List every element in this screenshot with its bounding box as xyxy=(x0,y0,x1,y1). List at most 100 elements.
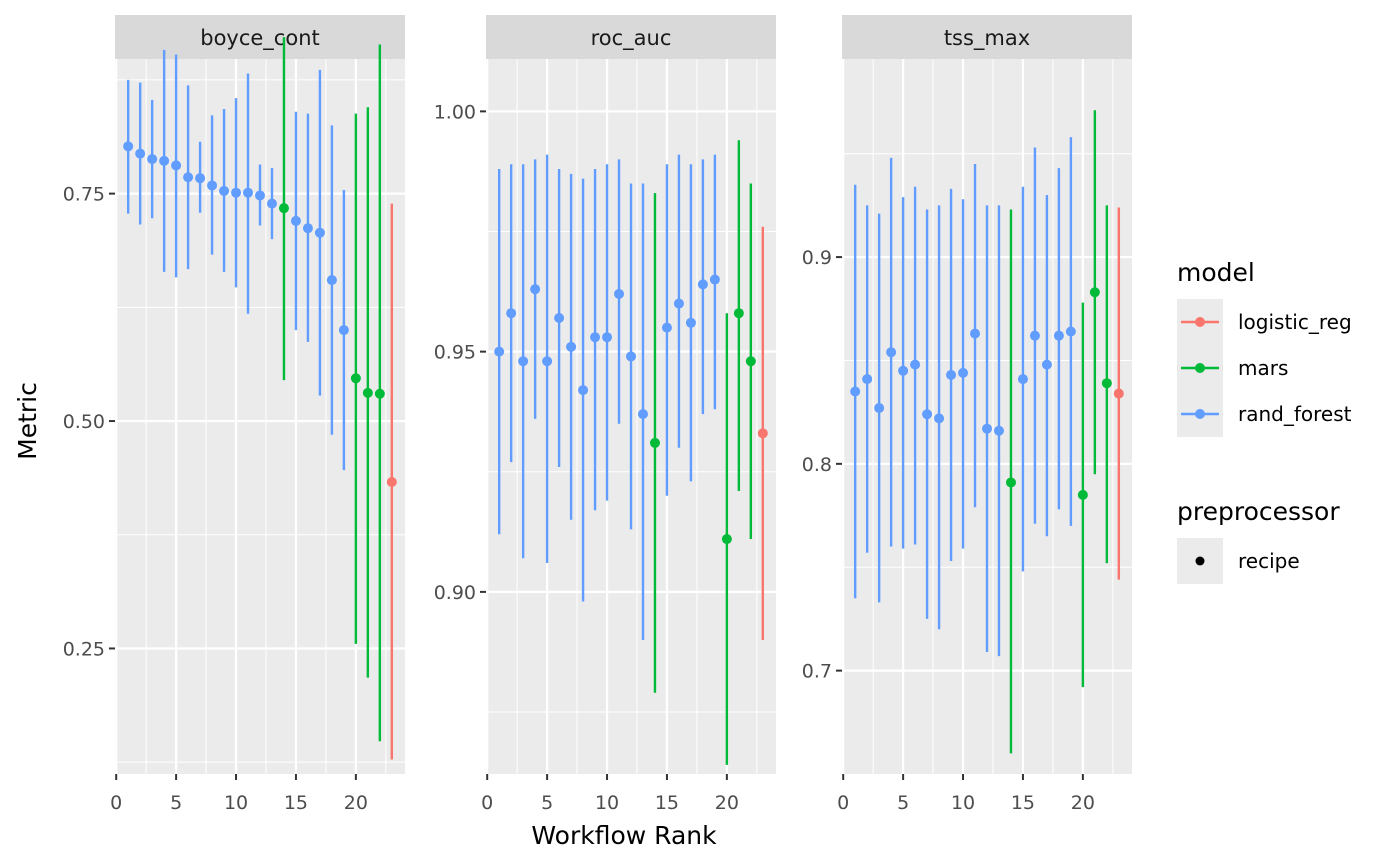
legend-key-point xyxy=(1195,363,1205,373)
mean-point-rank-23 xyxy=(757,428,768,439)
legend-preprocessor-keys: recipe xyxy=(1177,538,1300,584)
mean-point-rank-2 xyxy=(506,308,517,319)
mean-point-rank-8 xyxy=(578,385,589,396)
mean-point-rank-13 xyxy=(266,198,277,209)
x-axis: 0 5 10 15 20 xyxy=(837,774,1095,814)
mean-point-rank-19 xyxy=(338,325,349,336)
legend-title-model: model xyxy=(1177,258,1255,287)
facet-strip xyxy=(842,15,1132,59)
mean-point-rank-4 xyxy=(530,284,541,295)
mean-point-rank-16 xyxy=(673,298,684,309)
mean-point-rank-7 xyxy=(566,341,577,352)
mean-point-rank-21 xyxy=(362,387,373,398)
y-axis: 0.25 0.50 0.75 xyxy=(63,184,115,660)
facet-panel-boyce_cont: boyce_cont 0 5 10 15 20 0.25 0.50 0.75 xyxy=(63,15,405,814)
data-marks xyxy=(494,140,768,765)
mean-point-rank-4 xyxy=(886,347,897,358)
x-tick-label: 5 xyxy=(541,792,553,814)
x-tick-label: 20 xyxy=(1071,792,1095,814)
facet-panel-roc_auc: roc_auc 0 5 10 15 20 0.90 0.95 1.00 xyxy=(434,15,776,814)
mean-point-rank-9 xyxy=(946,369,957,380)
y-tick-label: 0.95 xyxy=(434,342,476,364)
mean-point-rank-1 xyxy=(850,386,861,397)
mean-point-rank-17 xyxy=(685,317,696,328)
mean-point-rank-6 xyxy=(183,172,194,183)
mean-point-rank-14 xyxy=(278,203,289,214)
legend-key-mars: mars xyxy=(1177,345,1288,391)
mean-point-rank-9 xyxy=(219,185,230,196)
mean-point-rank-20 xyxy=(350,373,361,384)
legend-label: logistic_reg xyxy=(1238,310,1352,334)
mean-point-rank-18 xyxy=(697,279,708,290)
mean-point-rank-13 xyxy=(993,425,1004,436)
mean-point-rank-12 xyxy=(982,423,992,434)
mean-point-rank-20 xyxy=(721,534,732,545)
x-tick-label: 0 xyxy=(481,792,493,814)
mean-point-rank-6 xyxy=(554,312,565,323)
x-tick-label: 5 xyxy=(170,792,182,814)
mean-point-rank-7 xyxy=(195,173,206,184)
mean-point-rank-8 xyxy=(934,413,945,424)
mean-point-rank-8 xyxy=(207,180,218,191)
mean-point-rank-10 xyxy=(602,332,613,343)
mean-point-rank-1 xyxy=(123,141,134,152)
mean-point-rank-3 xyxy=(518,356,529,367)
mean-point-rank-5 xyxy=(171,160,182,171)
x-tick-label: 15 xyxy=(655,792,679,814)
mean-point-rank-16 xyxy=(302,223,313,234)
mean-point-rank-1 xyxy=(494,346,505,357)
facet-strip-label: tss_max xyxy=(944,26,1030,51)
mean-point-rank-16 xyxy=(1029,330,1040,341)
mean-point-rank-11 xyxy=(614,288,625,299)
facet-panels: boyce_cont 0 5 10 15 20 0.250.500.75 roc_auc 0 5 1… xyxy=(63,15,1132,814)
mean-point-rank-5 xyxy=(898,365,909,376)
mean-point-rank-15 xyxy=(1017,374,1028,385)
y-axis-title: Metric xyxy=(13,382,42,460)
legend-title-preprocessor: preprocessor xyxy=(1177,497,1340,526)
y-axis: 0.7 0.8 0.9 xyxy=(802,247,842,683)
y-tick-label: 1.00 xyxy=(434,101,476,123)
facet-strip-label: boyce_cont xyxy=(200,26,320,51)
mean-point-rank-11 xyxy=(970,328,981,339)
legend-label: mars xyxy=(1238,356,1288,380)
mean-point-rank-20 xyxy=(1077,489,1088,500)
mean-point-rank-19 xyxy=(709,274,720,285)
y-tick-label: 0.9 xyxy=(802,247,832,269)
mean-point-rank-7 xyxy=(922,409,933,420)
legend-key-recipe: recipe xyxy=(1177,538,1300,584)
x-tick-label: 5 xyxy=(897,792,909,814)
mean-point-rank-12 xyxy=(626,351,636,362)
mean-point-rank-23 xyxy=(1113,388,1124,399)
mean-point-rank-2 xyxy=(862,374,873,385)
facet-strip xyxy=(486,15,776,59)
x-tick-label: 15 xyxy=(284,792,308,814)
mean-point-rank-10 xyxy=(231,187,242,198)
legend-key-point xyxy=(1195,409,1205,419)
x-tick-label: 15 xyxy=(1011,792,1035,814)
facet-strip-label: roc_auc xyxy=(591,26,672,51)
y-tick-label: 0.90 xyxy=(434,582,476,604)
y-tick-label: 0.8 xyxy=(802,454,832,476)
mean-point-rank-21 xyxy=(1089,287,1100,298)
y-tick-label: 0.50 xyxy=(63,411,105,433)
mean-point-rank-22 xyxy=(1101,378,1112,389)
x-axis-title: Workflow Rank xyxy=(531,821,717,850)
mean-point-rank-15 xyxy=(290,215,301,226)
mean-point-rank-3 xyxy=(874,403,885,414)
data-marks xyxy=(850,110,1124,754)
mean-point-rank-10 xyxy=(958,367,969,378)
legend-key-point xyxy=(1195,317,1205,327)
mean-point-rank-9 xyxy=(590,332,601,343)
x-axis: 0 5 10 15 20 xyxy=(110,774,368,814)
x-axis: 0 5 10 15 20 xyxy=(481,774,739,814)
x-tick-label: 10 xyxy=(951,792,975,814)
x-tick-label: 20 xyxy=(715,792,739,814)
mean-point-rank-2 xyxy=(135,148,146,159)
mean-point-rank-5 xyxy=(542,356,553,367)
mean-point-rank-18 xyxy=(326,275,337,286)
legend-label: rand_forest xyxy=(1238,402,1352,426)
x-tick-label: 0 xyxy=(110,792,122,814)
